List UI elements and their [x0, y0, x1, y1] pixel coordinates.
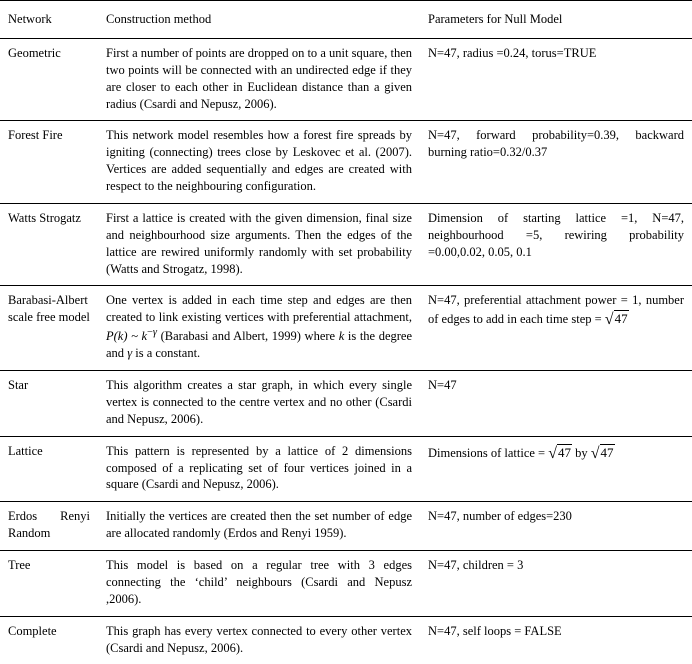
radical-icon: √ — [605, 311, 614, 328]
formula-exponent: −γ — [147, 327, 157, 338]
cell-parameters: Dimensions of lattice = √47 by √47 — [420, 436, 692, 502]
table-row: Barabasi-Albert scale free model One ver… — [0, 286, 692, 371]
cell-network: Lattice — [0, 436, 98, 502]
cell-method: First a lattice is created with the give… — [98, 203, 420, 286]
cell-network: Star — [0, 371, 98, 437]
table-row: Forest Fire This network model resembles… — [0, 121, 692, 204]
cell-method: This algorithm creates a star graph, in … — [98, 371, 420, 437]
col-header-parameters: Parameters for Null Model — [420, 1, 692, 39]
table-row: Erdos Renyi Random Initially the vertice… — [0, 502, 692, 551]
cell-method: One vertex is added in each time step an… — [98, 286, 420, 371]
params-text-mid: by — [572, 446, 591, 460]
table-row: Geometric First a number of points are d… — [0, 38, 692, 121]
sqrt-47-a: √47 — [548, 445, 572, 461]
cell-network: Forest Fire — [0, 121, 98, 204]
table-row: Watts Strogatz First a lattice is create… — [0, 203, 692, 286]
cell-method: First a number of points are dropped on … — [98, 38, 420, 121]
cell-parameters: N=47, forward probability=0.39, backward… — [420, 121, 692, 204]
radicand: 47 — [600, 444, 615, 460]
cell-method: This network model resembles how a fores… — [98, 121, 420, 204]
formula-pk: P(k) ~ k — [106, 329, 147, 343]
table-row: Star This algorithm creates a star graph… — [0, 371, 692, 437]
col-header-network: Network — [0, 1, 98, 39]
table-row: Lattice This pattern is represented by a… — [0, 436, 692, 502]
cell-network: Complete — [0, 616, 98, 664]
table-row: Tree This model is based on a regular tr… — [0, 551, 692, 617]
radicand: 47 — [557, 444, 572, 460]
params-text-pre: N=47, preferential attachment power = 1,… — [428, 293, 684, 326]
cell-parameters: N=47 — [420, 371, 692, 437]
cell-network: Erdos Renyi Random — [0, 502, 98, 551]
cell-method: This graph has every vertex connected to… — [98, 616, 420, 664]
cell-parameters: N=47, number of edges=230 — [420, 502, 692, 551]
sqrt-47: √47 — [605, 311, 629, 327]
cell-parameters: N=47, radius =0.24, torus=TRUE — [420, 38, 692, 121]
method-text-post2: is a constant. — [132, 346, 200, 360]
cell-network: Tree — [0, 551, 98, 617]
cell-network: Barabasi-Albert scale free model — [0, 286, 98, 371]
cell-method: This model is based on a regular tree wi… — [98, 551, 420, 617]
col-header-method: Construction method — [98, 1, 420, 39]
sqrt-47-b: √47 — [591, 445, 615, 461]
cell-parameters: Dimension of starting lattice =1, N=47, … — [420, 203, 692, 286]
cell-parameters: N=47, children = 3 — [420, 551, 692, 617]
radical-icon: √ — [591, 445, 600, 462]
table-header-row: Network Construction method Parameters f… — [0, 1, 692, 39]
cell-parameters: N=47, self loops = FALSE — [420, 616, 692, 664]
cell-parameters: N=47, preferential attachment power = 1,… — [420, 286, 692, 371]
table-row: Complete This graph has every vertex con… — [0, 616, 692, 664]
method-text-pre: One vertex is added in each time step an… — [106, 293, 412, 324]
radical-icon: √ — [548, 445, 557, 462]
radicand: 47 — [614, 310, 629, 326]
params-text-pre: Dimensions of lattice = — [428, 446, 548, 460]
cell-method: Initially the vertices are created then … — [98, 502, 420, 551]
cell-method: This pattern is represented by a lattice… — [98, 436, 420, 502]
models-table: Network Construction method Parameters f… — [0, 0, 692, 664]
cell-network: Geometric — [0, 38, 98, 121]
method-text-mid: (Barabasi and Albert, 1999) where — [157, 329, 339, 343]
cell-network: Watts Strogatz — [0, 203, 98, 286]
